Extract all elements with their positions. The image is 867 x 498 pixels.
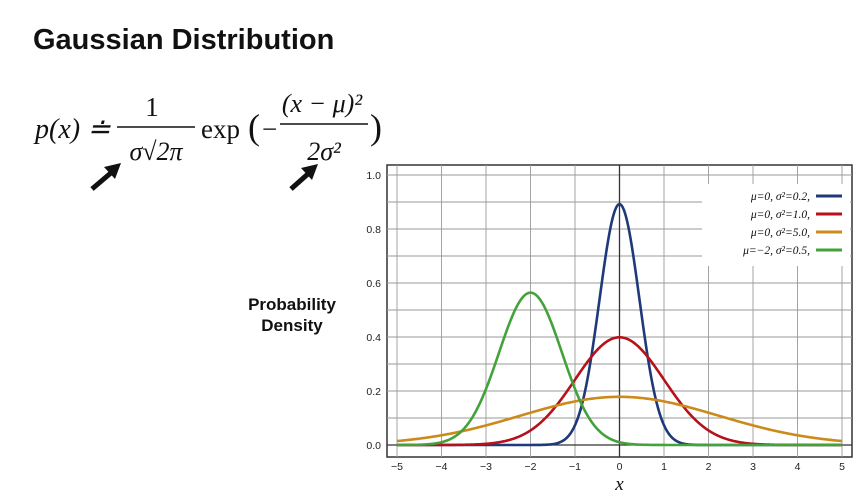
page-title: Gaussian Distribution	[33, 24, 335, 56]
x-tick-label: 0	[617, 461, 623, 473]
y-tick-label: 0.6	[366, 278, 381, 290]
legend-label: μ=0, σ²=5.0,	[750, 227, 810, 239]
y-tick-label: 0.0	[366, 440, 381, 452]
legend-label: μ=−2, σ²=0.5,	[742, 245, 810, 257]
arrow-icon	[90, 163, 121, 191]
formula-inner-numerator: (x − μ)²	[282, 89, 363, 118]
x-tick-label: 1	[661, 461, 667, 473]
formula-exp: exp	[201, 114, 240, 144]
formula-numerator: 1	[145, 92, 159, 122]
series-line	[396, 291, 843, 447]
legend-box	[702, 184, 850, 266]
legend-label: μ=0, σ²=1.0,	[750, 209, 810, 221]
x-tick-label: 5	[839, 461, 845, 473]
side-label: Probability Density	[238, 294, 346, 336]
arrow-icon	[289, 164, 318, 191]
formula-inner-denominator: 2σ²	[307, 137, 342, 166]
formula-open-paren: (	[248, 107, 260, 147]
formula-close-paren: )	[370, 107, 382, 147]
formula-minus: −	[262, 114, 277, 144]
x-tick-label: −4	[436, 461, 448, 473]
x-tick-label: 3	[750, 461, 756, 473]
x-tick-label: −5	[391, 461, 403, 473]
x-tick-label: −1	[569, 461, 581, 473]
x-tick-label: −2	[525, 461, 537, 473]
legend-label: μ=0, σ²=0.2,	[750, 191, 810, 203]
series-line	[396, 395, 843, 443]
y-tick-label: 0.2	[366, 386, 381, 398]
side-label-line1: Probability	[248, 295, 336, 314]
y-tick-label: 0.4	[366, 332, 381, 344]
side-label-line2: Density	[261, 316, 323, 335]
formula-denominator: σ√2π	[129, 137, 183, 166]
x-tick-label: −3	[480, 461, 492, 473]
formula-lhs: p(x) ≐	[33, 114, 111, 145]
y-tick-label: 1.0	[366, 170, 381, 182]
x-axis-label: x	[614, 474, 624, 495]
x-tick-label: 4	[795, 461, 801, 473]
y-tick-label: 0.8	[366, 224, 381, 236]
x-tick-label: 2	[706, 461, 712, 473]
